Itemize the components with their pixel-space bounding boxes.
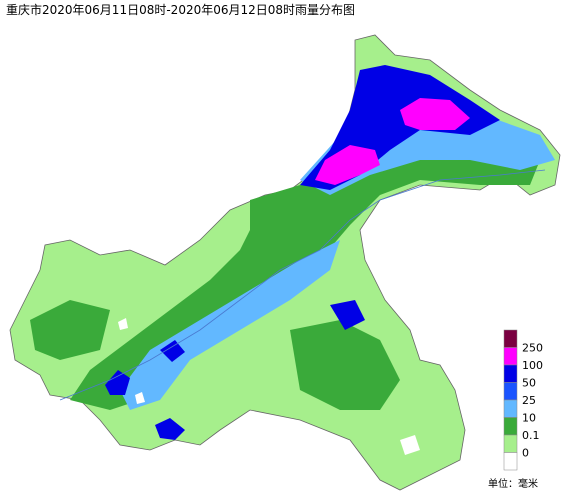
legend-swatch	[503, 364, 518, 383]
legend-swatch	[503, 347, 518, 366]
river	[59, 169, 546, 401]
legend-label: 0	[522, 447, 529, 460]
legend-label: 25	[522, 394, 536, 407]
map-area	[9, 34, 561, 491]
legend-swatch	[503, 329, 518, 348]
legend: 250 100 50 25 10 0.1 0	[503, 329, 543, 471]
legend-swatch	[503, 399, 518, 418]
legend-swatch	[503, 434, 518, 453]
legend-label: 0.1	[522, 429, 540, 442]
legend-label: 250	[522, 342, 543, 355]
legend-label: 50	[522, 377, 536, 390]
unit-label: 单位：毫米	[488, 477, 538, 490]
legend-label: 10	[522, 412, 536, 425]
map-title: 重庆市2020年06月11日08时-2020年06月12日08时雨量分布图	[6, 2, 355, 17]
region-magenta	[315, 98, 470, 185]
region-blue-band	[120, 240, 340, 410]
legend-swatch	[503, 452, 518, 471]
legend-swatch	[503, 382, 518, 401]
region-green-2	[290, 320, 400, 410]
legend-swatch	[503, 417, 518, 436]
region-green-3	[30, 300, 110, 360]
legend-label: 100	[522, 359, 543, 372]
region-blue-spot	[105, 300, 365, 440]
